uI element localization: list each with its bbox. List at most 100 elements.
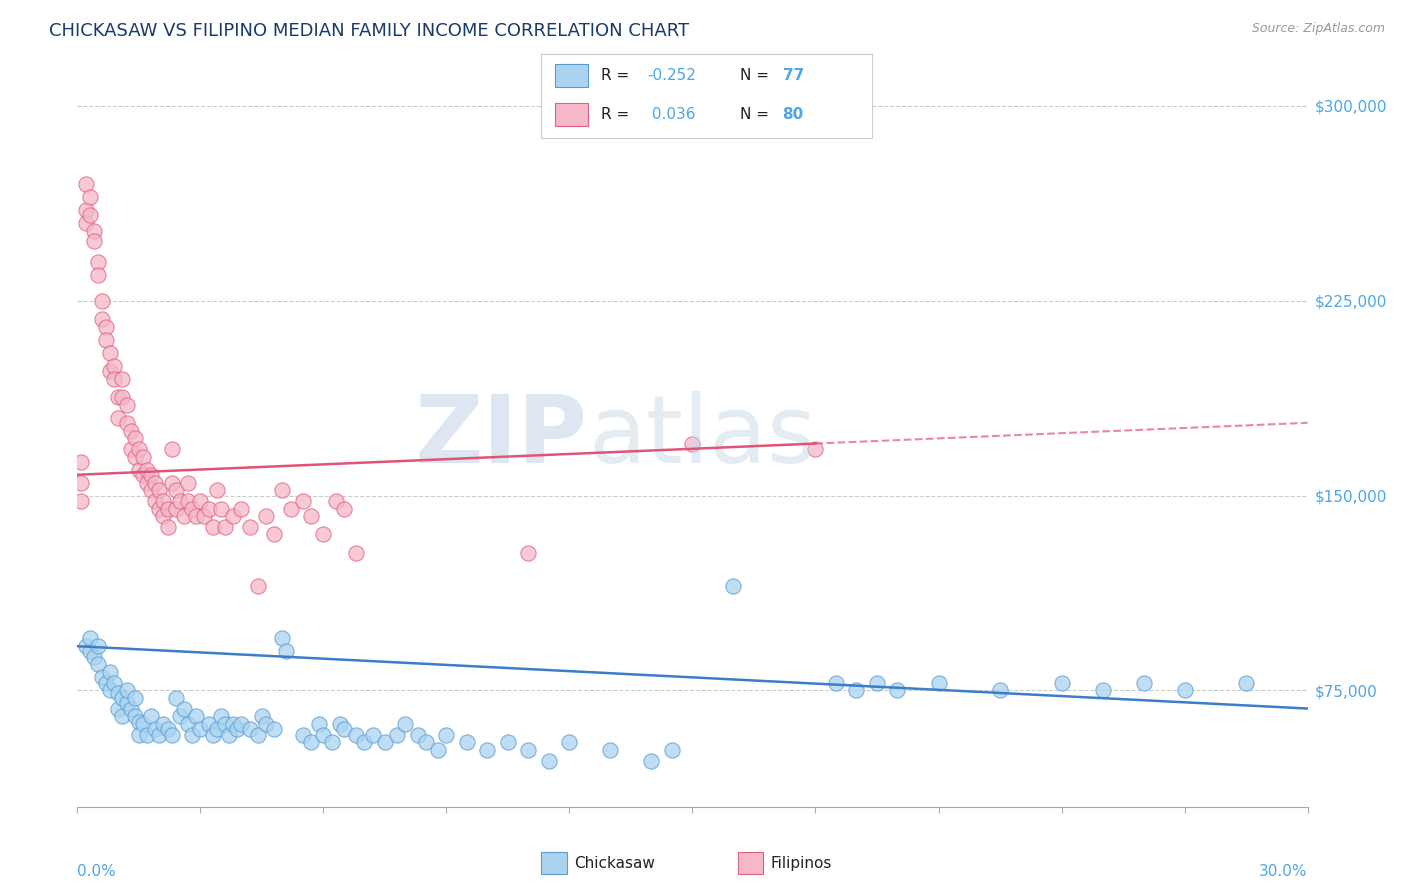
Point	[87, 254, 110, 268]
Point	[333, 501, 356, 516]
Point	[124, 709, 146, 723]
Point	[1091, 683, 1114, 698]
Point	[75, 202, 97, 217]
Point	[111, 709, 134, 723]
Point	[866, 675, 889, 690]
Bar	[554, 103, 588, 127]
Point	[299, 735, 322, 749]
Point	[156, 501, 179, 516]
Point	[825, 675, 848, 690]
Point	[299, 509, 322, 524]
Point	[120, 424, 142, 438]
Point	[205, 723, 228, 737]
Point	[128, 462, 150, 476]
Text: atlas: atlas	[588, 391, 815, 483]
Point	[115, 416, 138, 430]
Point	[103, 675, 125, 690]
Point	[1174, 683, 1197, 698]
Point	[111, 691, 134, 706]
Point	[120, 442, 142, 456]
Point	[87, 657, 110, 672]
Point	[456, 735, 478, 749]
Point	[599, 743, 621, 757]
Point	[406, 727, 429, 741]
Point	[160, 475, 183, 490]
Text: Source: ZipAtlas.com: Source: ZipAtlas.com	[1251, 22, 1385, 36]
Point	[94, 675, 117, 690]
Point	[177, 717, 200, 731]
Point	[128, 727, 150, 741]
Point	[682, 436, 704, 450]
Text: 0.036: 0.036	[647, 107, 696, 122]
Text: Filipinos: Filipinos	[770, 856, 832, 871]
Point	[1132, 675, 1154, 690]
Point	[193, 509, 215, 524]
Point	[640, 754, 662, 768]
Point	[415, 735, 437, 749]
Point	[79, 208, 101, 222]
Point	[321, 735, 343, 749]
Point	[325, 493, 347, 508]
Point	[83, 234, 105, 248]
Point	[329, 717, 352, 731]
Point	[70, 455, 93, 469]
Point	[271, 632, 294, 646]
Point	[231, 501, 253, 516]
Point	[1234, 675, 1257, 690]
Point	[246, 579, 269, 593]
Point	[169, 709, 191, 723]
Point	[173, 509, 195, 524]
Point	[124, 691, 146, 706]
Point	[186, 709, 208, 723]
Point	[214, 519, 236, 533]
Point	[90, 670, 114, 684]
Point	[111, 390, 134, 404]
Point	[143, 493, 166, 508]
Text: 80: 80	[783, 107, 804, 122]
Point	[103, 371, 125, 385]
Point	[107, 701, 129, 715]
Point	[83, 223, 105, 237]
Point	[124, 450, 146, 464]
Point	[231, 717, 253, 731]
Point	[209, 709, 232, 723]
Point	[75, 216, 97, 230]
Point	[197, 501, 219, 516]
Bar	[554, 63, 588, 87]
Point	[517, 743, 540, 757]
Point	[124, 431, 146, 445]
Point	[263, 527, 285, 541]
Point	[148, 727, 170, 741]
Point	[132, 717, 155, 731]
Point	[156, 519, 179, 533]
Point	[128, 714, 150, 729]
Point	[132, 467, 155, 482]
Point	[70, 475, 93, 490]
Point	[246, 727, 269, 741]
Point	[201, 519, 224, 533]
Point	[226, 723, 249, 737]
Point	[197, 717, 219, 731]
Point	[136, 727, 159, 741]
Point	[160, 727, 183, 741]
Point	[75, 639, 97, 653]
Point	[160, 442, 183, 456]
Text: Chickasaw: Chickasaw	[574, 856, 655, 871]
Point	[107, 686, 129, 700]
Point	[136, 462, 159, 476]
Point	[156, 723, 179, 737]
Point	[537, 754, 560, 768]
Point	[181, 727, 204, 741]
Point	[90, 311, 114, 326]
Point	[141, 483, 163, 498]
Point	[177, 493, 200, 508]
Point	[173, 701, 195, 715]
Point	[98, 364, 121, 378]
Point	[218, 727, 240, 741]
Point	[291, 727, 314, 741]
Point	[107, 390, 129, 404]
Text: N =: N =	[740, 68, 773, 83]
Text: R =: R =	[600, 68, 634, 83]
Point	[70, 493, 93, 508]
Point	[115, 398, 138, 412]
